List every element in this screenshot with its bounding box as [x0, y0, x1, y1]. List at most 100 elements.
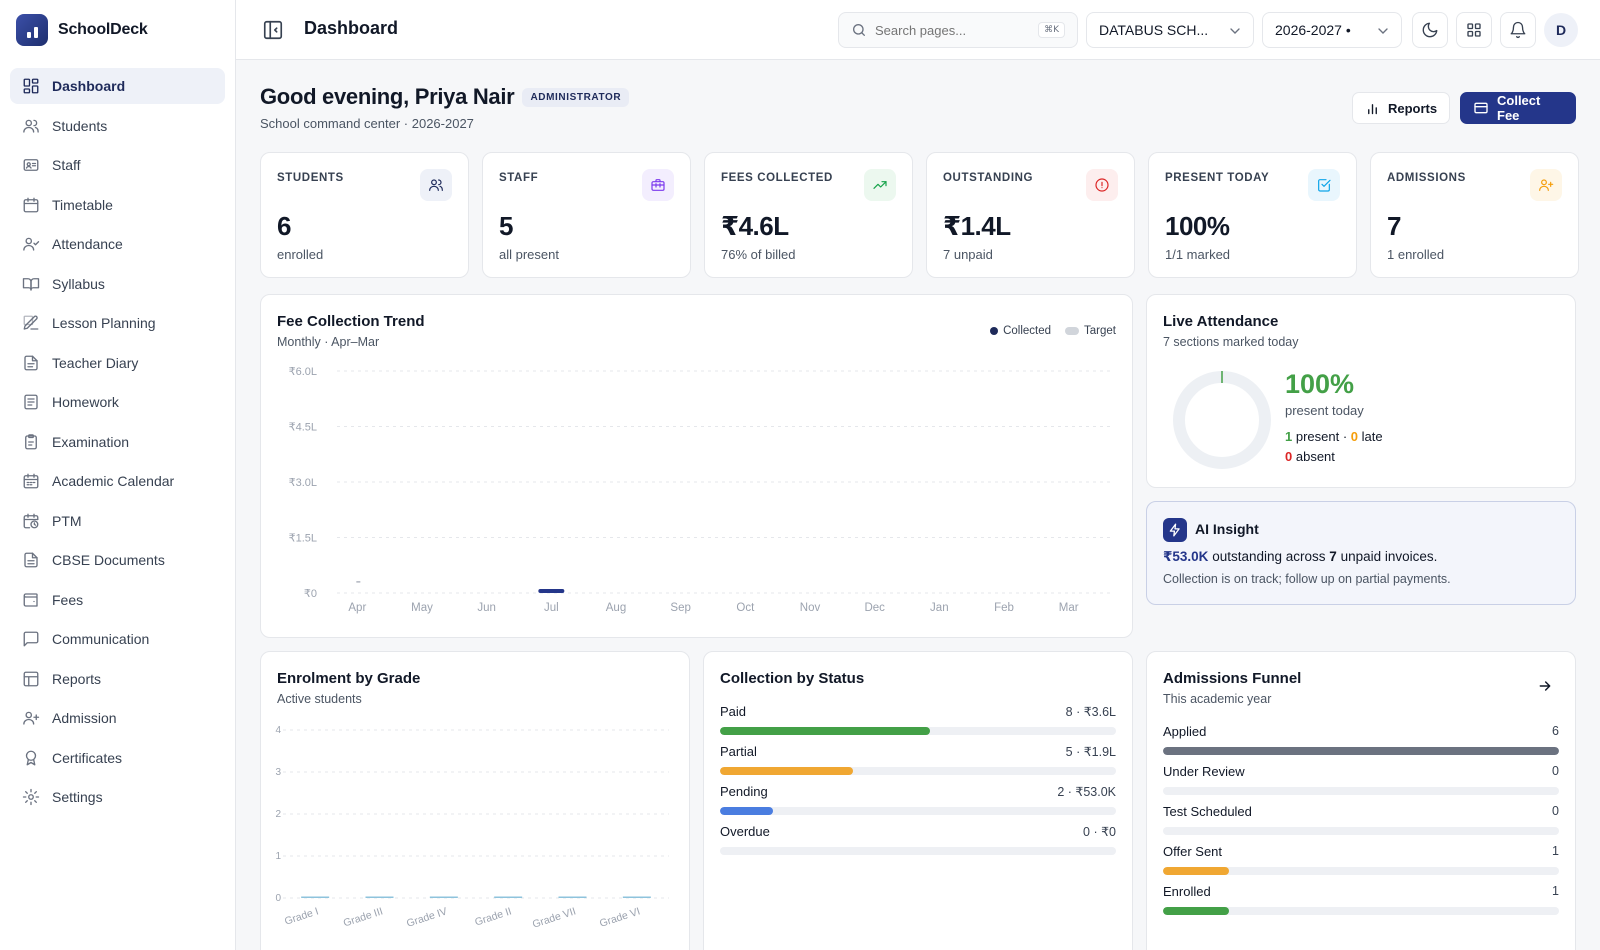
arrow-right-icon[interactable] [1537, 678, 1553, 694]
sidebar-item-label: Syllabus [52, 275, 105, 292]
y-tick-label: 3 [275, 767, 281, 778]
role-badge: ADMINISTRATOR [522, 87, 630, 107]
sidebar-item-label: Communication [52, 631, 150, 647]
ai-insight-title: AI Insight [1195, 521, 1259, 537]
sidebar-item-certificates[interactable]: Certificates [10, 740, 225, 776]
progress-value: 1 [1552, 844, 1559, 858]
progress-fill [1163, 867, 1230, 875]
id-card-icon [22, 156, 40, 174]
apps-button[interactable] [1456, 12, 1492, 48]
stat-card-staff[interactable]: STAFF 5 all present [482, 152, 691, 278]
sidebar-item-label: Teacher Diary [52, 354, 139, 371]
fee-trend-legend: Collected Target [990, 325, 1116, 337]
sidebar-item-admission[interactable]: Admission [10, 700, 225, 736]
sidebar-toggle-icon[interactable] [262, 19, 284, 41]
school-select-value: DATABUS SCH... [1099, 22, 1209, 38]
school-select[interactable]: DATABUS SCH... [1086, 12, 1254, 48]
greeting-title: Good evening, Priya Nair [260, 84, 515, 109]
sidebar-item-attendance[interactable]: Attendance [10, 226, 225, 262]
sidebar-item-teacher-diary[interactable]: Teacher Diary [10, 345, 225, 381]
sidebar-item-syllabus[interactable]: Syllabus [10, 266, 225, 302]
progress-value: 5 · ₹1.9L [1065, 745, 1116, 759]
sidebar-item-cbse-documents[interactable]: CBSE Documents [10, 542, 225, 578]
sidebar-item-dashboard[interactable]: Dashboard [10, 68, 225, 104]
sidebar-item-reports[interactable]: Reports [10, 661, 225, 697]
y-tick-label: ₹3.0L [289, 477, 317, 489]
y-tick-label: 2 [275, 809, 281, 820]
y-tick-label: 0 [275, 893, 281, 904]
x-tick-label: Grade IV [405, 905, 449, 929]
ai-insight-card: AI Insight ₹53.0K outstanding across 7 u… [1146, 501, 1576, 605]
progress-row-applied: Applied 6 [1163, 724, 1559, 760]
topbar: Dashboard ⌘K DATABUS SCH... 2026-2027 • … [236, 0, 1600, 60]
sidebar-item-label: Reports [52, 670, 102, 687]
sidebar-item-students[interactable]: Students [10, 108, 225, 144]
attendance-subtitle: 7 sections marked today [1163, 335, 1299, 349]
reports-button[interactable]: Reports [1352, 92, 1450, 124]
document-icon [22, 551, 40, 569]
logo-icon [16, 14, 48, 46]
bar-enrolment [558, 896, 587, 898]
collection-status-card: Collection by Status Paid 8 · ₹3.6L Part… [703, 651, 1133, 950]
sidebar-item-label: Examination [52, 433, 130, 450]
absent-text: absent [1295, 449, 1335, 464]
present-count: 1 [1285, 429, 1293, 444]
notifications-button[interactable] [1500, 12, 1536, 48]
gear-icon [22, 788, 40, 806]
x-tick-label: Grade VI [598, 905, 642, 929]
admissions-funnel-title: Admissions Funnel [1163, 670, 1302, 687]
sidebar-item-academic-calendar[interactable]: Academic Calendar [10, 463, 225, 499]
sidebar-item-timetable[interactable]: Timetable [10, 187, 225, 223]
moon-icon [1421, 21, 1439, 39]
x-tick-label: Aug [606, 602, 626, 614]
sidebar-item-homework[interactable]: Homework [10, 384, 225, 420]
y-tick-label: ₹4.5L [289, 422, 317, 434]
user-plus-icon [1530, 169, 1562, 201]
sidebar: SchoolDeck Dashboard Students Staff Timetab… [0, 0, 236, 950]
stat-value: ₹4.6L [721, 211, 789, 241]
collect-fee-button[interactable]: Collect Fee [1460, 92, 1576, 124]
sidebar-nav: Dashboard Students Staff Timetable Attendanc… [0, 60, 235, 827]
app-name: SchoolDeck [58, 21, 148, 38]
greeting-subtitle: School command center · 2026-2027 [260, 116, 474, 131]
reports-button-label: Reports [1388, 100, 1438, 116]
collect-fee-button-label: Collect Fee [1497, 93, 1541, 123]
progress-row-pending: Pending 2 · ₹53.0K [720, 784, 1116, 820]
calendar-clock-icon [22, 512, 40, 530]
stat-card-admissions[interactable]: ADMISSIONS 7 1 enrolled [1370, 152, 1579, 278]
progress-value: 1 [1552, 884, 1559, 898]
stat-card-students[interactable]: STUDENTS 6 enrolled [260, 152, 469, 278]
stat-card-outstanding[interactable]: OUTSTANDING ₹1.4L 7 unpaid [926, 152, 1135, 278]
attendance-title: Live Attendance [1163, 313, 1279, 330]
progress-track [1163, 787, 1559, 795]
sidebar-item-fees[interactable]: Fees [10, 582, 225, 618]
avatar[interactable]: D [1544, 13, 1578, 47]
stat-card-present-today[interactable]: PRESENT TODAY 100% 1/1 marked [1148, 152, 1357, 278]
progress-label: Under Review [1163, 764, 1245, 779]
sidebar-item-staff[interactable]: Staff [10, 147, 225, 183]
sidebar-item-label: Fees [52, 591, 84, 608]
ai-insight-note: Collection is on track; follow up on par… [1163, 572, 1451, 586]
sidebar-item-label: Lesson Planning [52, 315, 156, 331]
sidebar-item-settings[interactable]: Settings [10, 779, 225, 815]
bar-chart-icon [1365, 101, 1380, 116]
alert-circle-icon [1086, 169, 1118, 201]
user-plus-icon [22, 709, 40, 727]
theme-toggle-button[interactable] [1412, 12, 1448, 48]
stat-card-fees-collected[interactable]: FEES COLLECTED ₹4.6L 76% of billed [704, 152, 913, 278]
chevron-down-icon [1227, 23, 1243, 39]
sidebar-item-examination[interactable]: Examination [10, 424, 225, 460]
brand[interactable]: SchoolDeck [0, 0, 235, 60]
search-box[interactable]: ⌘K [838, 12, 1078, 48]
search-input[interactable] [875, 22, 1035, 38]
year-select[interactable]: 2026-2027 • [1262, 12, 1402, 48]
admissions-funnel-subtitle: This academic year [1163, 692, 1272, 706]
sidebar-item-ptm[interactable]: PTM [10, 503, 225, 539]
stat-label: OUTSTANDING [943, 172, 1034, 184]
legend-target: Target [1065, 325, 1116, 337]
stat-sub: enrolled [277, 247, 324, 262]
sidebar-item-lesson-planning[interactable]: Lesson Planning [10, 305, 225, 341]
progress-track [720, 807, 1116, 815]
late-count: 0 [1350, 429, 1359, 444]
sidebar-item-communication[interactable]: Communication [10, 621, 225, 657]
